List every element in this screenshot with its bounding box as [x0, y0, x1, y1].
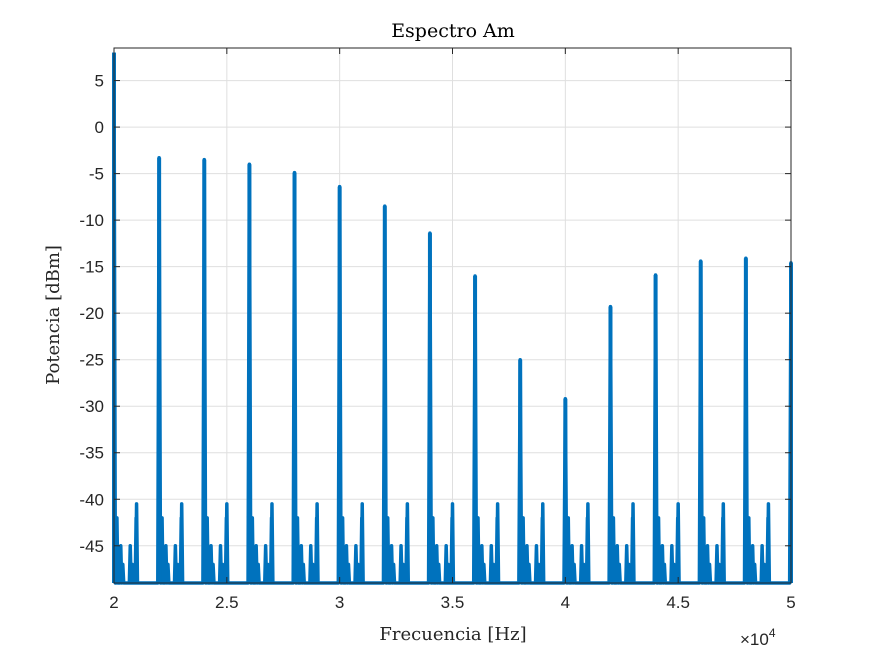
x-tick-label: 4 [561, 593, 570, 612]
y-tick-label: -35 [79, 444, 104, 463]
y-tick-label: -30 [79, 397, 104, 416]
tick-labels: 2 2.5 3 3.5 4 4.5 5 5 0 -5 -10 -15 -20 -25 -30 -35 -40 -4… [79, 72, 795, 612]
y-tick-label: 0 [95, 118, 104, 137]
y-tick-label: -15 [79, 258, 104, 277]
y-tick-label: -25 [79, 351, 104, 370]
x-axis-multiplier-base: ×10 [740, 630, 769, 649]
y-tick-label: -10 [79, 211, 104, 230]
x-axis-multiplier: ×104 [740, 626, 776, 649]
x-axis-multiplier-exponent: 4 [769, 626, 776, 640]
x-axis-label: Frecuencia [Hz] [379, 624, 526, 645]
y-tick-label: -20 [79, 304, 104, 323]
x-tick-label: 4.5 [666, 593, 690, 612]
y-tick-label: -45 [79, 537, 104, 556]
y-tick-label: -5 [89, 165, 104, 184]
chart-title: Espectro Am [391, 20, 515, 42]
axis-ticks [113, 48, 792, 583]
y-axis-label: Potencia [dBm] [43, 245, 64, 385]
grid [113, 48, 792, 583]
x-tick-label: 5 [786, 593, 795, 612]
y-tick-label: -40 [79, 490, 104, 509]
x-tick-label: 2 [109, 593, 118, 612]
x-tick-label: 3 [335, 593, 344, 612]
x-tick-label: 2.5 [215, 593, 239, 612]
x-tick-label: 3.5 [441, 593, 465, 612]
y-tick-label: 5 [95, 72, 104, 91]
spectrum-series-line [112, 52, 793, 585]
